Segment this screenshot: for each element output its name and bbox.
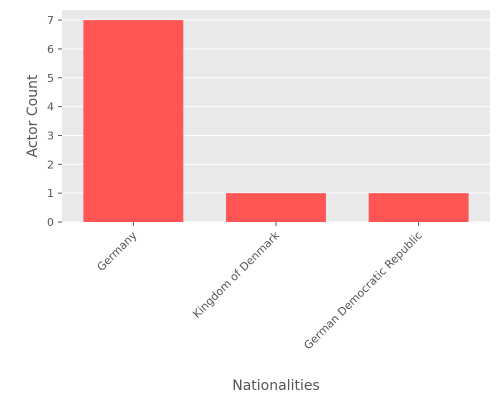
y-axis-ticks: 0 1 2 3 4 5 6 7 bbox=[47, 14, 62, 229]
y-tick-label: 5 bbox=[47, 72, 54, 85]
y-tick-label: 6 bbox=[47, 43, 54, 56]
x-tick-label: German Democratic Republic bbox=[301, 229, 424, 352]
x-tick-label: Kingdom of Denmark bbox=[190, 228, 282, 320]
y-tick-label: 4 bbox=[47, 101, 54, 114]
y-tick-label: 2 bbox=[47, 158, 54, 171]
bar bbox=[83, 20, 184, 222]
x-tick-label: Germany bbox=[95, 229, 140, 274]
y-tick-label: 1 bbox=[47, 187, 54, 200]
y-tick-label: 3 bbox=[47, 129, 54, 142]
bars bbox=[83, 20, 469, 222]
y-tick-label: 7 bbox=[47, 14, 54, 27]
bar bbox=[226, 193, 326, 222]
bar bbox=[368, 193, 469, 222]
y-axis-title: Actor Count bbox=[25, 74, 41, 157]
x-axis-ticks: Germany Kingdom of Denmark German Democrat… bbox=[95, 222, 425, 352]
y-tick-label: 0 bbox=[47, 216, 54, 229]
x-axis-title: Nationalities bbox=[232, 378, 320, 394]
